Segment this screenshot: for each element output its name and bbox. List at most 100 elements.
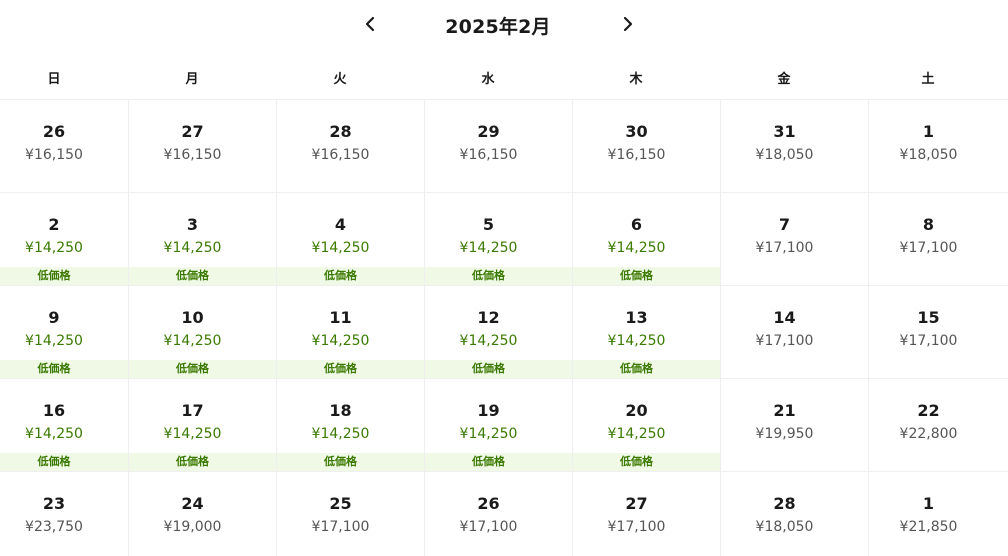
- day-cell[interactable]: 2 ¥14,250 低価格: [0, 192, 128, 285]
- next-month-button[interactable]: [611, 8, 643, 40]
- low-price-label: 低価格: [176, 269, 209, 282]
- low-price-label: 低価格: [37, 269, 71, 282]
- day-number: 27: [181, 122, 204, 141]
- day-price: ¥17,100: [311, 519, 370, 535]
- weekday-tuesday: 火: [333, 72, 347, 87]
- weekday-monday: 月: [185, 72, 199, 87]
- day-cell[interactable]: 19 ¥14,250 低価格: [424, 378, 572, 471]
- prev-month-button[interactable]: [355, 8, 387, 40]
- weekday-wednesday: 水: [481, 72, 495, 87]
- day-price: ¥16,150: [459, 147, 518, 163]
- day-price: ¥14,250: [311, 426, 370, 442]
- day-number: 18: [329, 401, 352, 420]
- day-cell[interactable]: 16 ¥14,250 低価格: [0, 378, 128, 471]
- day-price: ¥16,150: [163, 147, 222, 163]
- day-cell[interactable]: 5 ¥14,250 低価格: [424, 192, 572, 285]
- day-cell[interactable]: 23 ¥23,750: [0, 471, 128, 556]
- day-cell[interactable]: 21 ¥19,950: [720, 378, 868, 471]
- day-price: ¥18,050: [899, 147, 958, 163]
- day-price: ¥14,250: [163, 333, 222, 349]
- day-number: 26: [42, 122, 66, 141]
- day-cell[interactable]: 26 ¥17,100: [424, 471, 572, 556]
- low-price-badge: 低価格: [0, 360, 128, 378]
- day-cell[interactable]: 18 ¥14,250 低価格: [276, 378, 424, 471]
- day-price: ¥14,250: [459, 333, 518, 349]
- day-price: ¥14,250: [25, 426, 83, 442]
- day-cell[interactable]: 12 ¥14,250 低価格: [424, 285, 572, 378]
- day-cell[interactable]: 15 ¥17,100: [868, 285, 1008, 378]
- day-number: 25: [329, 494, 352, 513]
- day-cell[interactable]: 24 ¥19,000: [128, 471, 276, 556]
- day-price: ¥16,150: [25, 147, 83, 163]
- day-cell[interactable]: 28 ¥16,150: [276, 99, 424, 192]
- low-price-badge: 低価格: [573, 267, 720, 285]
- day-cell[interactable]: 25 ¥17,100: [276, 471, 424, 556]
- day-cell[interactable]: 8 ¥17,100: [868, 192, 1008, 285]
- month-title: 2025年2月: [445, 16, 551, 38]
- low-price-label: 低価格: [620, 455, 653, 468]
- day-price: ¥17,100: [607, 519, 666, 535]
- day-cell[interactable]: 30 ¥16,150: [572, 99, 720, 192]
- low-price-badge: 低価格: [129, 267, 276, 285]
- day-cell[interactable]: 20 ¥14,250 低価格: [572, 378, 720, 471]
- day-cell[interactable]: 17 ¥14,250 低価格: [128, 378, 276, 471]
- day-cell[interactable]: 3 ¥14,250 低価格: [128, 192, 276, 285]
- weekday-sunday: 日: [47, 72, 61, 87]
- day-cell[interactable]: 4 ¥14,250 低価格: [276, 192, 424, 285]
- day-number: 21: [773, 401, 796, 420]
- low-price-badge: 低価格: [573, 453, 720, 471]
- low-price-label: 低価格: [324, 455, 357, 468]
- low-price-label: 低価格: [37, 362, 71, 375]
- day-number: 9: [48, 308, 60, 327]
- day-cell[interactable]: 6 ¥14,250 低価格: [572, 192, 720, 285]
- day-cell[interactable]: 7 ¥17,100: [720, 192, 868, 285]
- day-number: 8: [922, 215, 935, 234]
- day-price: ¥19,950: [755, 426, 814, 442]
- day-price: ¥14,250: [163, 240, 222, 256]
- low-price-badge: 低価格: [425, 267, 572, 285]
- day-price: ¥21,850: [899, 519, 958, 535]
- day-cell[interactable]: 27 ¥16,150: [128, 99, 276, 192]
- day-cell[interactable]: 31 ¥18,050: [720, 99, 868, 192]
- day-number: 31: [773, 122, 796, 141]
- day-number: 16: [42, 401, 66, 420]
- day-cell[interactable]: 9 ¥14,250 低価格: [0, 285, 128, 378]
- day-cell[interactable]: 1 ¥18,050: [868, 99, 1008, 192]
- day-price: ¥17,100: [755, 333, 814, 349]
- day-price: ¥18,050: [755, 147, 814, 163]
- day-price: ¥14,250: [607, 333, 666, 349]
- day-cell[interactable]: 1 ¥21,850: [868, 471, 1008, 556]
- day-price: ¥17,100: [899, 333, 958, 349]
- day-number: 30: [625, 122, 648, 141]
- day-number: 20: [625, 401, 648, 420]
- day-cell[interactable]: 11 ¥14,250 低価格: [276, 285, 424, 378]
- day-number: 10: [181, 308, 204, 327]
- day-cell[interactable]: 22 ¥22,800: [868, 378, 1008, 471]
- low-price-label: 低価格: [324, 362, 357, 375]
- day-cell[interactable]: 10 ¥14,250 低価格: [128, 285, 276, 378]
- day-cell[interactable]: 13 ¥14,250 低価格: [572, 285, 720, 378]
- day-price: ¥17,100: [459, 519, 518, 535]
- day-cell[interactable]: 29 ¥16,150: [424, 99, 572, 192]
- day-number: 23: [42, 494, 66, 513]
- day-number: 12: [477, 308, 500, 327]
- day-number: 15: [917, 308, 940, 327]
- day-number: 6: [630, 215, 643, 234]
- day-number: 27: [625, 494, 648, 513]
- day-number: 1: [922, 122, 935, 141]
- day-cell[interactable]: 26 ¥16,150: [0, 99, 128, 192]
- day-number: 14: [773, 308, 796, 327]
- chevron-right-icon: [623, 16, 633, 32]
- low-price-label: 低価格: [324, 269, 357, 282]
- day-price: ¥14,250: [607, 426, 666, 442]
- day-cell[interactable]: 14 ¥17,100: [720, 285, 868, 378]
- day-number: 7: [778, 215, 791, 234]
- low-price-badge: 低価格: [425, 453, 572, 471]
- low-price-label: 低価格: [472, 269, 505, 282]
- low-price-badge: 低価格: [0, 267, 128, 285]
- day-cell[interactable]: 28 ¥18,050: [720, 471, 868, 556]
- day-number: 3: [186, 215, 199, 234]
- day-price: ¥14,250: [163, 426, 222, 442]
- day-cell[interactable]: 27 ¥17,100: [572, 471, 720, 556]
